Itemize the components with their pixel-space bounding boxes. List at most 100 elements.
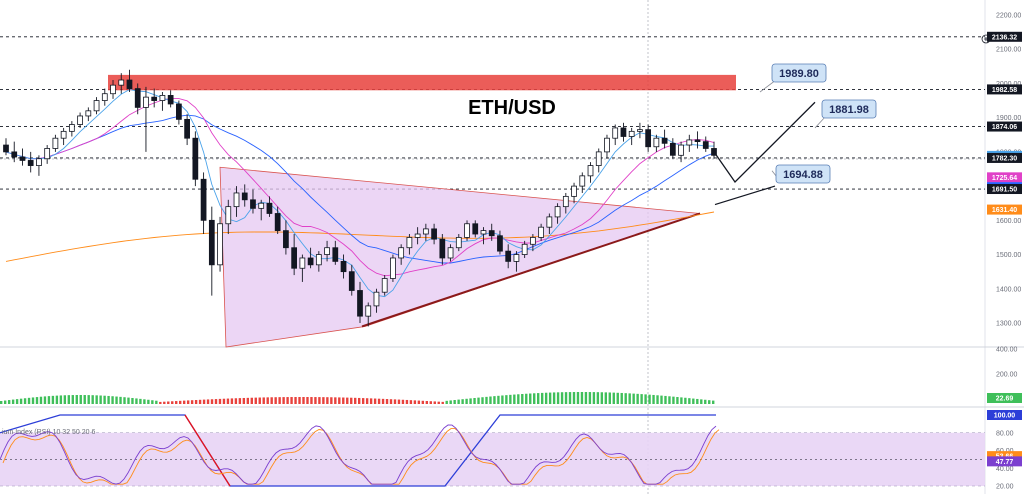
volume-bar [214,399,218,404]
candle [612,124,619,146]
candle [348,264,355,296]
candle [151,88,158,108]
chart-title: ETH/USD [468,97,556,119]
oscillator-red-line [184,414,231,487]
candle [398,244,405,265]
candle-body [85,110,92,117]
volume-bar [517,394,520,404]
candle [3,138,9,156]
price-tag-box [987,84,1022,95]
volume-bar [393,399,397,404]
volume-bar [688,398,691,404]
callout-label: 1694.88 [783,169,823,181]
candle-body [653,137,660,148]
volume-bar [131,398,134,404]
volume-bar [87,395,90,404]
candle [200,172,207,235]
oscillator-tick-label: 80.00 [996,430,1014,437]
candle [266,196,273,217]
volume-bar [405,399,409,404]
candle [44,145,51,164]
oscillator-tag-label: 47.77 [996,459,1014,466]
volume-bar [210,399,214,404]
candle [159,92,166,111]
ma-long-line [5,211,715,262]
candle [225,199,232,235]
candle [27,151,34,173]
candle-body [513,254,520,262]
volume-bar [290,397,293,404]
volume-bar [163,401,166,404]
volume-bar [274,397,277,404]
candle-body [612,127,619,139]
candle-body [27,160,34,166]
volume-bar [159,401,162,404]
candle [505,244,512,269]
candle-body [455,237,462,249]
volume-bar [369,398,373,404]
volume-bar [194,400,198,404]
candle-body [406,237,413,249]
candle [101,88,108,106]
oscillator-label: ium Index (RSI) 10 32 50 20 6 [2,429,95,436]
volume-bar [155,400,158,404]
volume-bar [612,392,615,404]
candle-body [488,230,495,237]
volume-bar [676,397,679,404]
candle-body [422,228,429,235]
volume-bar [51,395,55,404]
candle-body [101,93,108,101]
candle [645,124,652,152]
candle-body [3,144,9,153]
volume-bar [389,399,393,404]
volume-bar [656,395,659,404]
candle-body [110,84,116,95]
candle [521,240,528,258]
volume-bar [59,395,63,404]
volume-bar [99,395,102,404]
volume-bar [222,398,226,404]
price-tag: 2136.32 [987,31,1022,42]
volume-bar [696,398,699,404]
volume-tick-label: 200.00 [996,372,1018,379]
candle-body [398,247,405,259]
candle-body [546,216,553,228]
price-tag-box [987,121,1022,132]
volume-bar [330,397,333,404]
volume-bar [354,397,357,404]
price-callout: 1881.98 [814,99,877,129]
support-trendline [361,212,701,328]
volume-bar [544,392,548,404]
price-tag: 1631.40 [987,204,1022,215]
price-tag-box [987,31,1022,42]
candle [93,97,100,115]
candle [497,230,503,255]
candle-body [93,100,100,112]
price-tag-box [987,172,1022,183]
candle [595,148,602,173]
oscillator-blue-line [0,414,716,487]
candle-body [686,139,693,146]
candle-body [233,192,240,208]
oscillator-tag-box [987,451,1022,462]
volume-bar [322,397,325,404]
projection-trend-extension [714,185,776,206]
volume-bar [449,400,452,404]
volume-bar [437,401,440,404]
volume-bar [485,396,488,404]
volume-bar [660,395,663,404]
candle-body [258,202,265,209]
candle-body [200,178,207,221]
candle [52,134,59,152]
volume-bar [513,394,516,404]
callouts: 1989.80 1881.98 1694.88 [759,63,877,184]
candle [126,69,133,92]
volume-bar [258,397,261,404]
candle-body [283,230,289,249]
volume-bar [190,400,194,404]
volume-bar [529,393,532,404]
volume-tag-label: 22.69 [996,396,1014,403]
candle [431,223,437,245]
candle-body [44,148,51,160]
